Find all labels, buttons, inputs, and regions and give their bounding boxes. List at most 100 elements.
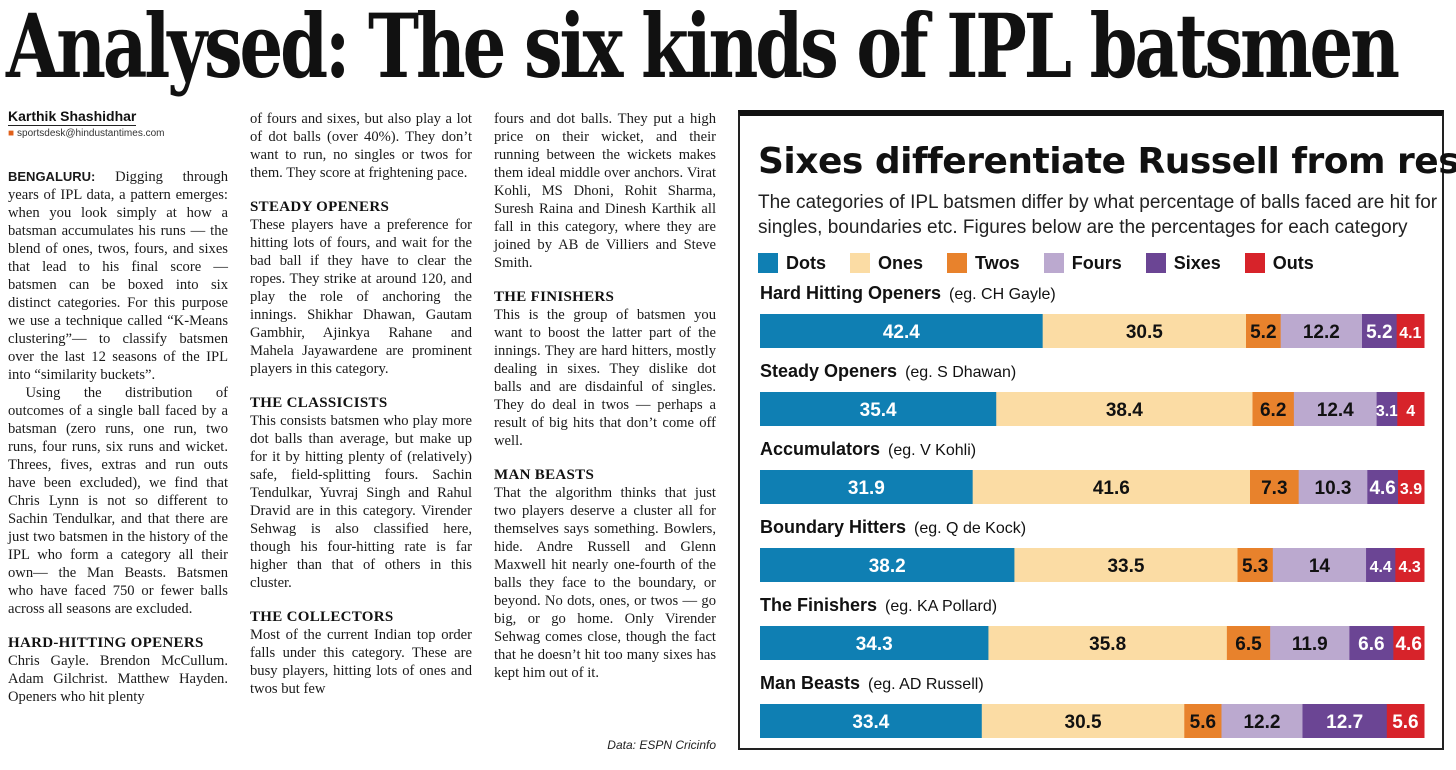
bar-segment-sixes xyxy=(1302,704,1388,738)
data-label: 6.5 xyxy=(1235,634,1262,655)
data-label: 5.3 xyxy=(1242,556,1268,577)
bar-segment-fours xyxy=(1293,392,1378,426)
data-label: 4.1 xyxy=(1399,325,1421,342)
chart-subtitle: The categories of IPL batsmen differ by … xyxy=(758,192,1438,238)
chart-box: Sixes differentiate Russell from rest Th… xyxy=(738,110,1456,750)
data-label: 6.2 xyxy=(1260,400,1286,421)
paragraph-text: Digging through years of IPL data, a pat… xyxy=(8,169,228,383)
byline: Karthik Shashidhar ■ sportsdesk@hindustan… xyxy=(8,108,238,139)
data-label: 41.6 xyxy=(1093,478,1130,499)
bar-segment-dots xyxy=(760,626,989,660)
data-label: 34.3 xyxy=(856,634,893,655)
data-label: 5.6 xyxy=(1392,712,1418,733)
section-heading-collectors: THE COLLECTORS xyxy=(250,609,394,625)
category-label: The Finishers (eg. KA Pollard) xyxy=(760,595,997,615)
bar-segment-ones xyxy=(1014,548,1239,582)
legend-swatch xyxy=(947,253,968,273)
legend-swatch xyxy=(758,253,778,273)
article-paragraph: of fours and sixes, but also play a lot … xyxy=(250,111,472,181)
data-label: 12.7 xyxy=(1326,712,1363,733)
legend-swatch xyxy=(1043,253,1064,273)
section-heading-steady-openers: STEADY OPENERS xyxy=(250,199,390,215)
data-label: 4 xyxy=(1406,403,1415,420)
bar-segment-dots xyxy=(760,704,983,738)
data-label: 38.4 xyxy=(1106,400,1143,421)
data-credit: Data: ESPN Cricinfo xyxy=(607,738,716,752)
bar-segment-ones xyxy=(1042,314,1247,348)
category-label: Man Beasts (eg. AD Russell) xyxy=(760,673,984,693)
article-paragraph: fours and dot balls. They put a high pri… xyxy=(494,111,716,271)
author-name: Karthik Shashidhar xyxy=(8,108,137,126)
bar-segment-sixes xyxy=(1367,470,1399,504)
legend-item-fours: Fours xyxy=(1043,253,1122,274)
article-paragraph: That the algorithm thinks that just two … xyxy=(494,485,716,681)
bar-segment-dots xyxy=(760,314,1044,348)
data-label: 4.6 xyxy=(1369,478,1395,499)
square-bullet-icon: ■ xyxy=(8,128,15,139)
data-label: 11.9 xyxy=(1292,634,1328,655)
legend-swatch xyxy=(1244,253,1265,273)
data-label: 4.4 xyxy=(1370,559,1392,576)
data-label: 35.4 xyxy=(860,400,897,421)
article-paragraph: This consists batsmen who play more dot … xyxy=(250,413,472,591)
bar-segment-twos xyxy=(1226,626,1271,660)
headline: Analysed: The six kinds of IPL batsmen xyxy=(6,0,1400,98)
bar-segment-sixes xyxy=(1376,392,1398,426)
data-label: 3.1 xyxy=(1376,403,1398,420)
category-label: Boundary Hitters (eg. Q de Kock) xyxy=(760,517,1026,537)
category-label: Steady Openers (eg. S Dhawan) xyxy=(760,361,1016,381)
data-label: 30.5 xyxy=(1126,322,1163,343)
chart-title: Sixes differentiate Russell from rest xyxy=(758,141,1456,182)
section-heading-man-beasts: MAN BEASTS xyxy=(494,467,595,483)
data-label: 38.2 xyxy=(869,556,906,577)
data-label: 12.4 xyxy=(1317,400,1354,421)
data-label: 12.2 xyxy=(1243,712,1280,733)
article-column-1: BENGALURU: Digging through years of IPL … xyxy=(8,168,228,706)
bar-segment-outs xyxy=(1393,626,1425,660)
data-label: 5.2 xyxy=(1366,322,1392,343)
dateline: BENGALURU: xyxy=(8,169,96,184)
bar-segment-twos xyxy=(1252,392,1295,426)
bar-segment-ones xyxy=(981,704,1185,738)
legend-label: Ones xyxy=(878,252,924,273)
bar-segment-outs xyxy=(1386,704,1425,738)
article-column-3: fours and dot balls. They put a high pri… xyxy=(494,110,716,682)
data-label: 12.2 xyxy=(1303,322,1340,343)
legend-label: Dots xyxy=(786,252,826,273)
bar-segment-twos xyxy=(1250,470,1300,504)
chart-legend: Dots Ones Twos Fours Sixes Outs xyxy=(758,251,1338,275)
stacked-bar-plot: Hard Hitting Openers (eg. CH Gayle) 42.4 30… xyxy=(760,283,1425,738)
bar-segment-dots xyxy=(760,548,1015,582)
data-label: 30.5 xyxy=(1065,712,1102,733)
data-label: 5.2 xyxy=(1250,322,1276,343)
bar-segment-dots xyxy=(760,470,974,504)
legend-item-outs: Outs xyxy=(1244,252,1314,274)
legend-item-sixes: Sixes xyxy=(1145,252,1221,274)
bar-segment-ones xyxy=(988,626,1228,660)
bar-segment-fours xyxy=(1280,314,1363,348)
legend-label: Sixes xyxy=(1173,252,1221,273)
legend-item-ones: Ones xyxy=(850,253,923,274)
legend-item-dots: Dots xyxy=(758,253,826,274)
bar-segment-dots xyxy=(760,392,997,426)
data-label: 5.6 xyxy=(1190,712,1216,733)
bar-segment-outs xyxy=(1396,314,1425,348)
author-email: ■ sportsdesk@hindustantimes.com xyxy=(8,128,238,139)
data-label: 33.4 xyxy=(852,712,889,733)
bar-segment-fours xyxy=(1298,470,1368,504)
legend-swatch xyxy=(1145,253,1166,273)
bar-segment-sixes xyxy=(1362,314,1398,348)
author-email-text: sportsdesk@hindustantimes.com xyxy=(17,128,165,139)
bar-segment-twos xyxy=(1184,704,1222,738)
article-paragraph: These players have a preference for hitt… xyxy=(250,217,472,377)
article-paragraph: Chris Gayle. Brendon McCullum. Adam Gilc… xyxy=(8,653,228,705)
legend-label: Outs xyxy=(1272,252,1314,273)
bar-segment-twos xyxy=(1237,548,1274,582)
category-label: Hard Hitting Openers (eg. CH Gayle) xyxy=(760,283,1056,303)
category-label: Accumulators (eg. V Kohli) xyxy=(760,439,976,459)
data-label: 35.8 xyxy=(1089,634,1126,655)
legend-swatch xyxy=(850,253,870,273)
bar-segment-fours xyxy=(1270,626,1350,660)
article-column-2: of fours and sixes, but also play a lot … xyxy=(250,110,472,698)
bar-segment-twos xyxy=(1246,314,1282,348)
